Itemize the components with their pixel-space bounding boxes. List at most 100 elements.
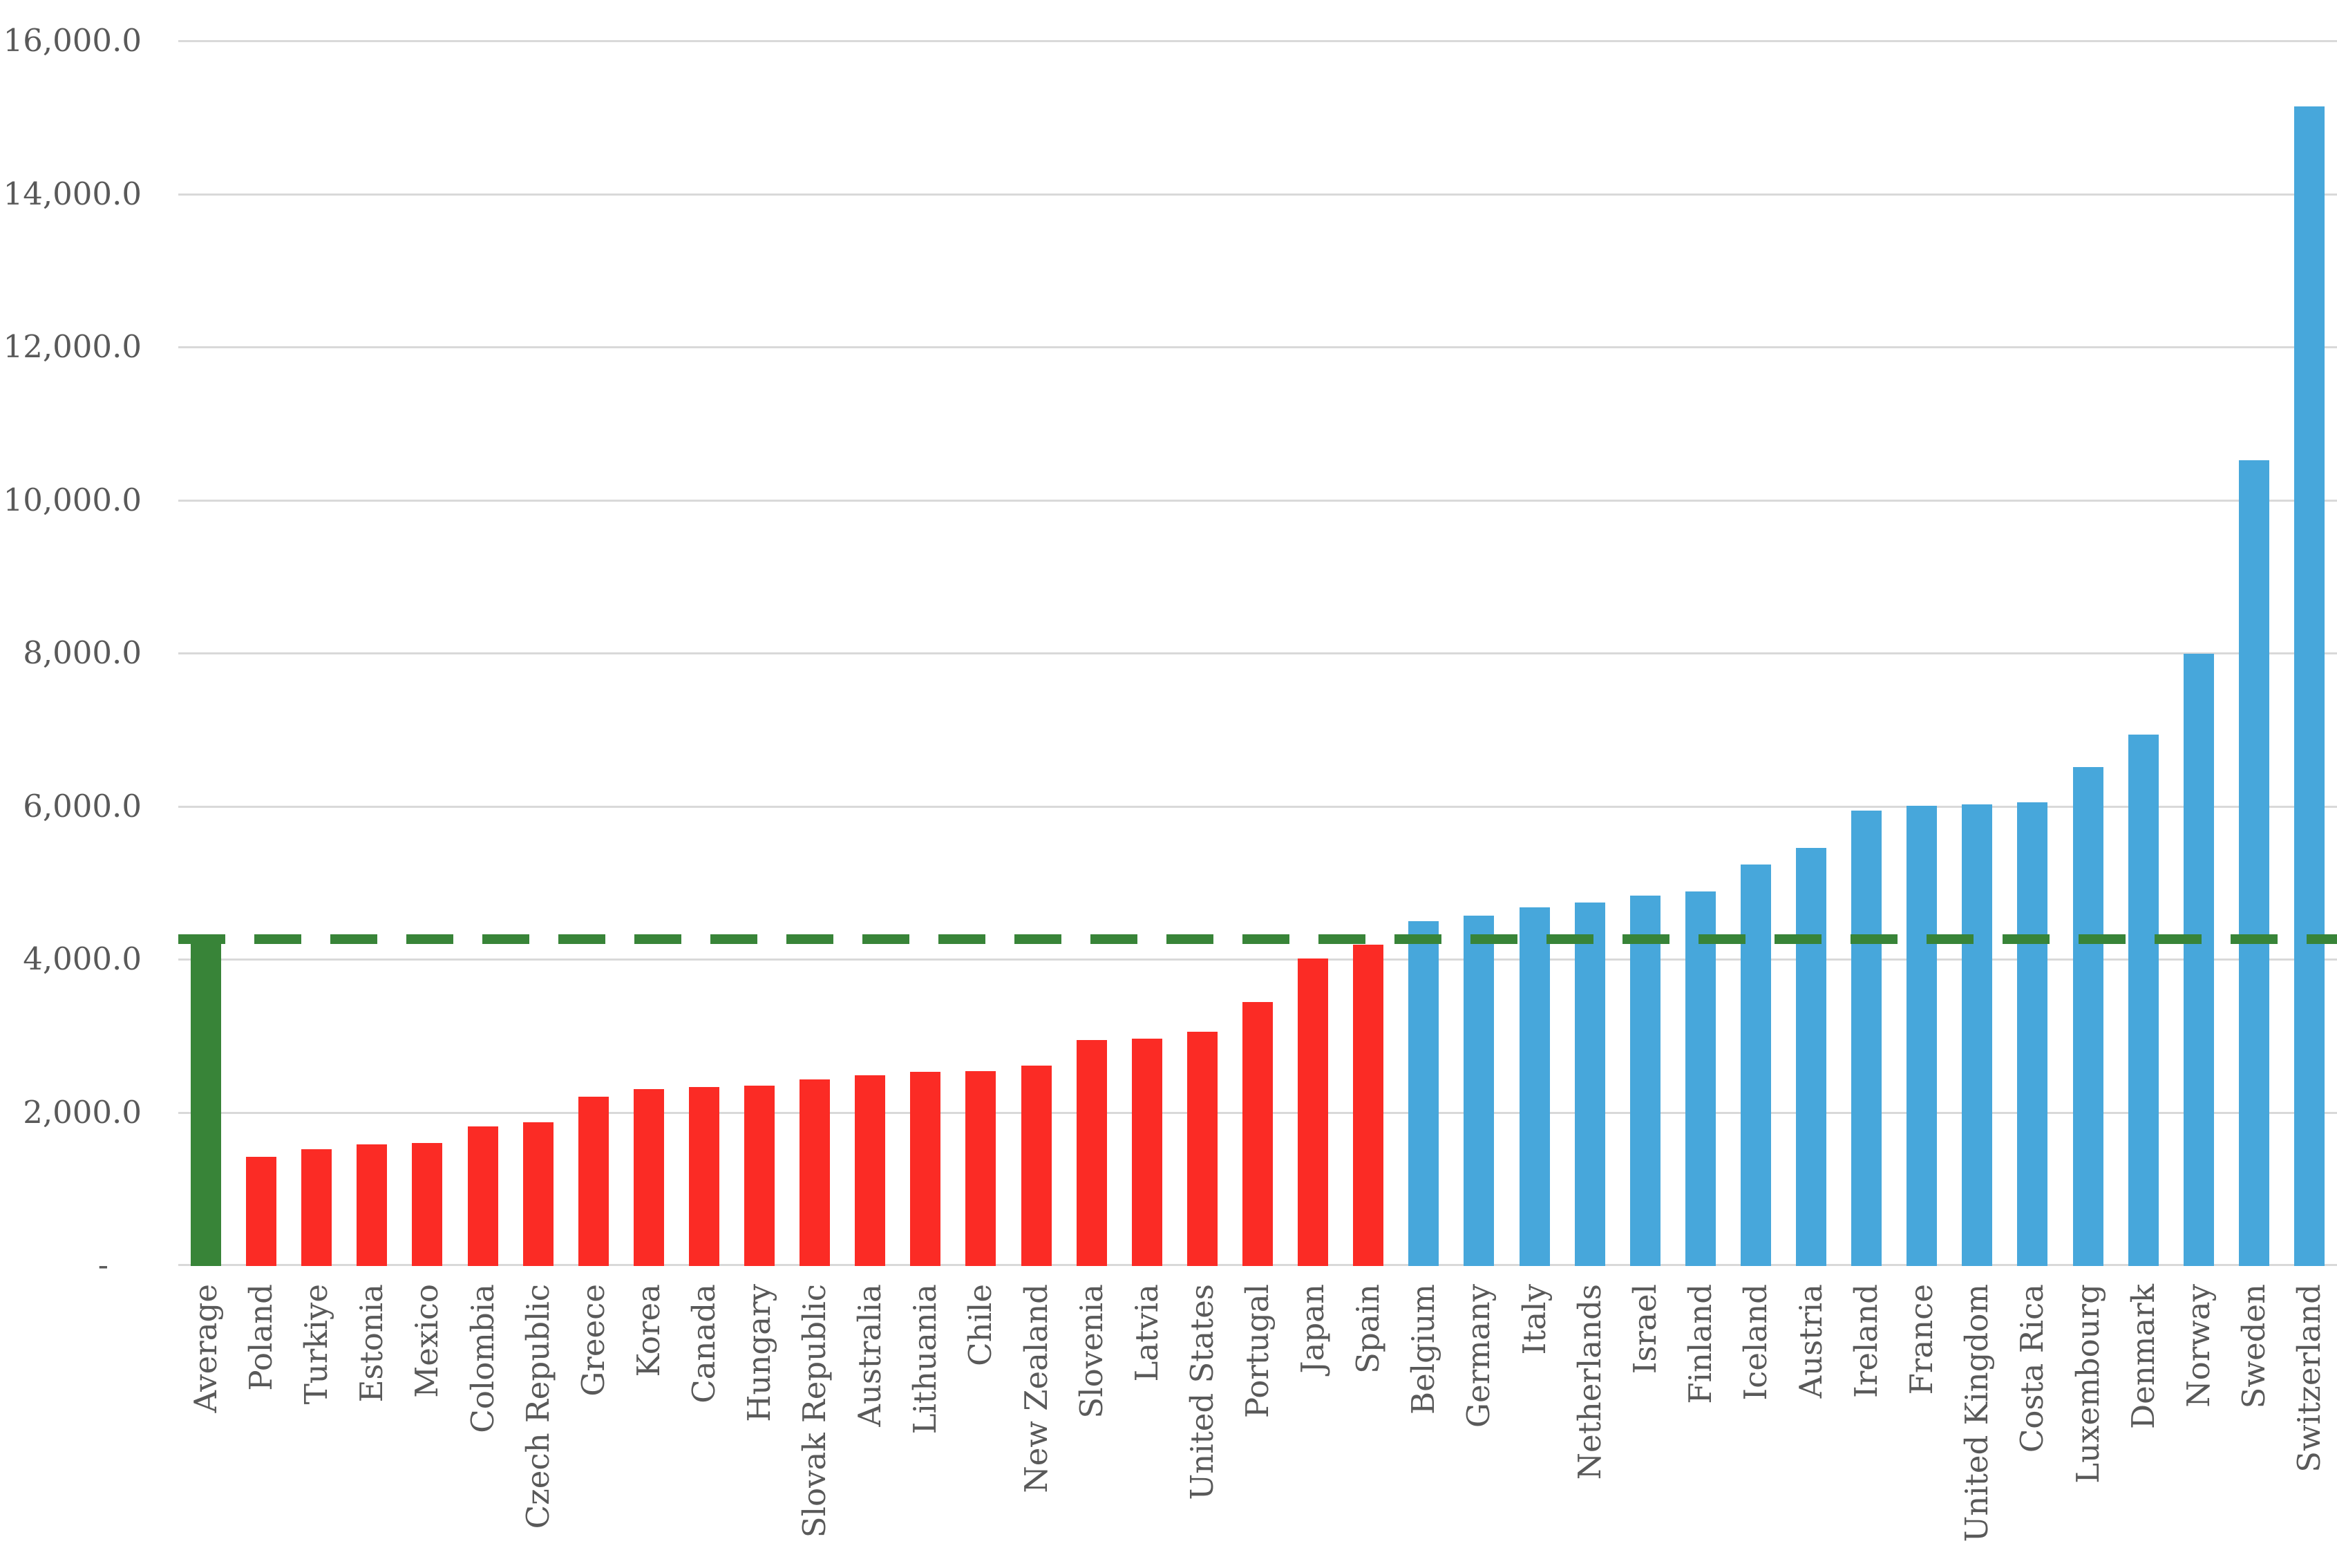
x-label-slot: United Kingdom — [1949, 1278, 2005, 1568]
bar-slot — [621, 1, 676, 1266]
bar-slot — [399, 1, 455, 1266]
x-label-slot: Germany — [1451, 1278, 1506, 1568]
x-category-label: Greece — [574, 1284, 612, 1397]
bar-norway — [2183, 654, 2214, 1266]
bar-slot — [455, 1, 511, 1266]
bar-new-zealand — [1021, 1065, 1052, 1266]
x-category-label: Iceland — [1737, 1284, 1774, 1401]
y-tick-label: 4,000.0 — [23, 941, 142, 977]
x-label-slot: Chile — [953, 1278, 1008, 1568]
x-label-slot: Korea — [621, 1278, 676, 1568]
x-category-label: New Zealand — [1017, 1284, 1054, 1493]
gridline — [178, 958, 2337, 961]
bar-slot — [1784, 1, 1839, 1266]
bar-slot — [1341, 1, 1396, 1266]
y-tick-label: 8,000.0 — [23, 634, 142, 671]
x-category-label: Norway — [2179, 1284, 2217, 1408]
bar-slot — [2171, 1, 2226, 1266]
x-label-slot: Netherlands — [1562, 1278, 1618, 1568]
x-category-label: Czech Republic — [519, 1284, 556, 1529]
bar-slot — [1728, 1, 1784, 1266]
x-category-label: Denmark — [2124, 1284, 2161, 1429]
x-category-label: Australia — [851, 1284, 889, 1427]
x-label-slot: Spain — [1341, 1278, 1396, 1568]
x-category-label: Luxembourg — [2069, 1284, 2106, 1484]
x-label-slot: New Zealand — [1009, 1278, 1064, 1568]
bar-united-kingdom — [1962, 804, 1993, 1266]
bar-ireland — [1851, 811, 1882, 1266]
x-label-slot: Switzerland — [2282, 1278, 2337, 1568]
x-label-slot: Colombia — [455, 1278, 511, 1568]
x-category-label: Ireland — [1848, 1284, 1885, 1398]
x-category-label: Italy — [1515, 1284, 1553, 1355]
x-category-label: Canada — [685, 1284, 722, 1404]
bar-slot — [953, 1, 1008, 1266]
bar-slot — [898, 1, 953, 1266]
bar-italy — [1519, 907, 1550, 1266]
x-category-label: Chile — [962, 1284, 999, 1366]
x-category-label: Austria — [1792, 1284, 1830, 1399]
y-tick-label: - — [97, 1247, 108, 1283]
bar-netherlands — [1574, 902, 1605, 1266]
bar-costa-rica — [2017, 802, 2048, 1266]
x-label-slot: Greece — [566, 1278, 621, 1568]
x-category-label: Costa Rica — [2014, 1284, 2051, 1453]
bar-slot — [1506, 1, 1562, 1266]
x-category-label: Spain — [1350, 1284, 1387, 1374]
y-tick-label: 16,000.0 — [3, 22, 142, 59]
bar-austria — [1796, 848, 1827, 1266]
bar-slot — [732, 1, 787, 1266]
x-label-slot: Mexico — [399, 1278, 455, 1568]
x-category-label: United Kingdom — [1958, 1284, 1996, 1542]
bar-chile — [965, 1070, 996, 1266]
y-tick-label: 12,000.0 — [3, 328, 142, 365]
bar-slot — [344, 1, 399, 1266]
x-category-label: Sweden — [2235, 1284, 2272, 1409]
bar-sweden — [2238, 460, 2269, 1266]
bar-slot — [1175, 1, 1230, 1266]
x-label-slot: Latvia — [1119, 1278, 1175, 1568]
bar-slot — [1894, 1, 1949, 1266]
x-label-slot: Sweden — [2226, 1278, 2282, 1568]
bar-slot — [1839, 1, 1894, 1266]
bar-lithuania — [910, 1071, 941, 1266]
bar-latvia — [1131, 1039, 1162, 1266]
x-category-label: Average — [187, 1284, 225, 1413]
bar-slot — [1119, 1, 1175, 1266]
x-category-label: Latvia — [1128, 1284, 1165, 1382]
bar-germany — [1464, 915, 1495, 1266]
bar-united-states — [1186, 1032, 1218, 1266]
x-label-slot: Israel — [1618, 1278, 1673, 1568]
x-category-label: Estonia — [353, 1284, 390, 1403]
bar-slot — [787, 1, 842, 1266]
x-label-slot: Australia — [842, 1278, 898, 1568]
bar-slot — [1618, 1, 1673, 1266]
x-label-slot: Hungary — [732, 1278, 787, 1568]
bar-portugal — [1242, 1001, 1273, 1266]
x-label-slot: Costa Rica — [2005, 1278, 2060, 1568]
gridline — [178, 193, 2337, 196]
bar-greece — [578, 1097, 609, 1266]
bar-hungary — [744, 1085, 775, 1266]
x-label-slot: Canada — [676, 1278, 732, 1568]
x-category-label: Portugal — [1238, 1284, 1276, 1419]
y-tick-label: 6,000.0 — [23, 787, 142, 824]
bar-slot — [1451, 1, 1506, 1266]
bar-finland — [1685, 891, 1716, 1266]
y-tick-label: 2,000.0 — [23, 1093, 142, 1131]
x-category-label: Turkiye — [298, 1284, 335, 1405]
x-category-label: Colombia — [464, 1284, 501, 1433]
x-label-slot: Denmark — [2116, 1278, 2171, 1568]
x-label-slot: Slovenia — [1064, 1278, 1119, 1568]
x-category-label: Poland — [243, 1284, 280, 1391]
average-dashline — [178, 934, 2337, 945]
x-label-slot: United States — [1175, 1278, 1230, 1568]
x-category-label: Finland — [1681, 1284, 1719, 1404]
bar-canada — [688, 1086, 719, 1266]
bar-switzerland — [2293, 106, 2325, 1266]
x-label-slot: Iceland — [1728, 1278, 1784, 1568]
gridline — [178, 346, 2337, 348]
x-label-slot: Ireland — [1839, 1278, 1894, 1568]
x-label-slot: Turkiye — [289, 1278, 344, 1568]
